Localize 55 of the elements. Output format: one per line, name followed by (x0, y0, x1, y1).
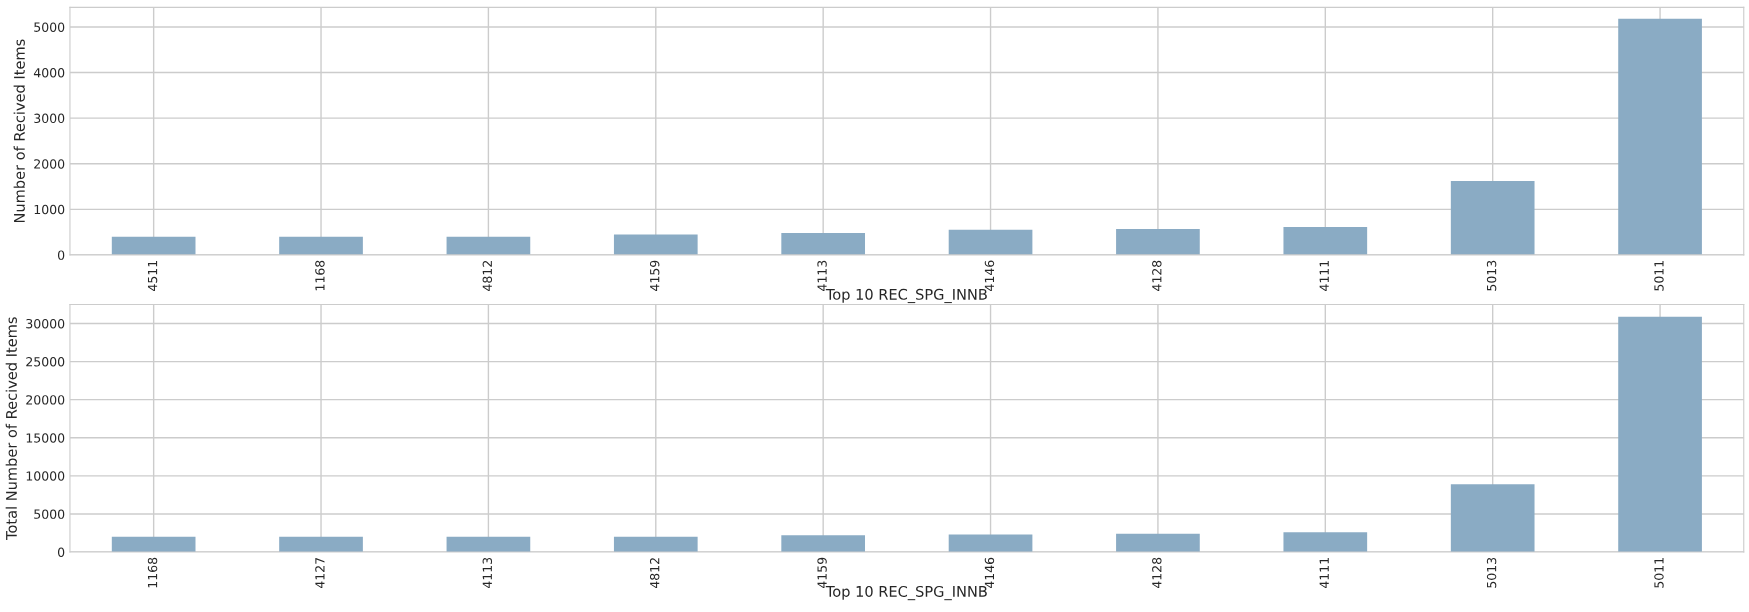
bar (613, 234, 698, 255)
bar (948, 229, 1033, 255)
x-tick-label: 5013 (1486, 557, 1497, 588)
x-tick-label: 4511 (147, 260, 158, 291)
bar (1450, 484, 1535, 553)
bar (1450, 181, 1535, 255)
y-tick-label: 25000 (26, 357, 65, 367)
bar (279, 536, 363, 553)
bar (446, 236, 531, 255)
y-tick-label: 30000 (26, 318, 65, 329)
x-tick-label: 4127 (315, 557, 325, 589)
bar (1116, 533, 1200, 553)
y-tick-label: 4000 (33, 68, 65, 78)
y-tick-label: 5000 (34, 22, 65, 32)
bar (1618, 316, 1702, 553)
x-tick-label: 4128 (1152, 557, 1162, 589)
x-tick-label: 1168 (315, 260, 325, 291)
x-axis-title: Top 10 REC_SPG_INNB (825, 585, 987, 601)
bar (781, 233, 866, 255)
y-tick-label: 3000 (34, 113, 65, 124)
x-tick-label: 4128 (1152, 260, 1162, 291)
bar (1618, 18, 1702, 255)
x-tick-label: 4113 (817, 260, 827, 291)
y-tick-label: 5000 (34, 509, 65, 519)
x-tick-label: 5011 (1654, 260, 1664, 291)
x-tick-label: 4159 (649, 260, 660, 291)
y-axis-title: Number of Recived Items (13, 39, 25, 223)
bar (948, 534, 1033, 553)
y-tick-label: 0 (57, 547, 65, 557)
x-tick-label: 4812 (482, 261, 493, 291)
x-tick-label: 1168 (147, 557, 158, 588)
y-tick-label: 0 (57, 250, 65, 260)
y-tick-label: 1000 (34, 204, 65, 215)
bar (446, 536, 531, 553)
y-tick-label: 10000 (26, 471, 65, 481)
bar (781, 535, 866, 553)
x-tick-label: 4812 (649, 558, 660, 589)
x-tick-label: 5013 (1486, 260, 1497, 291)
bar (613, 536, 698, 553)
y-axis-title: Total Number of Recived Items (5, 317, 17, 540)
bar (111, 236, 196, 255)
x-tick-label: 4113 (482, 557, 493, 589)
y-tick-label: 20000 (26, 395, 65, 405)
y-tick-label: 2000 (34, 159, 65, 169)
bar (1283, 532, 1368, 553)
bar (1116, 228, 1200, 255)
x-tick-label: 4111 (1319, 260, 1329, 291)
x-tick-label: 4111 (1319, 558, 1329, 589)
bar (1283, 227, 1368, 255)
x-tick-label: 4146 (984, 557, 995, 589)
x-tick-label: 5011 (1654, 558, 1664, 588)
bar (111, 536, 196, 553)
y-tick-label: 15000 (26, 433, 65, 443)
bar (279, 236, 363, 255)
x-tick-label: 4159 (817, 557, 827, 589)
